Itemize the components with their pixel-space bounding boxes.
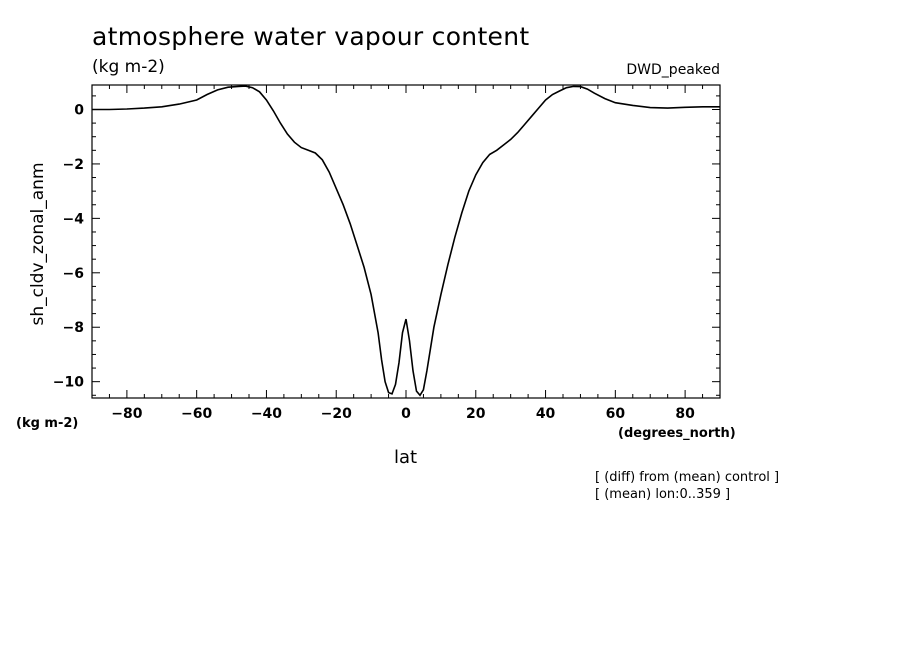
chart-title: atmosphere water vapour content bbox=[92, 22, 530, 51]
mean-note: [ (mean) lon:0..359 ] bbox=[595, 487, 731, 502]
tick-labels: −80 −60 −40 −20 0 20 40 60 80 0 −2 −4 −6 −8 −10 bbox=[53, 102, 695, 422]
y-tick-label: −6 bbox=[63, 266, 84, 282]
x-tick-label: −40 bbox=[251, 406, 282, 422]
x-tick-label: −60 bbox=[181, 406, 212, 422]
x-tick-label: −80 bbox=[111, 406, 142, 422]
x-axis-label: lat bbox=[394, 447, 418, 468]
chart-units: (kg m-2) bbox=[92, 57, 165, 77]
series-line bbox=[92, 85, 720, 397]
x-axis-units: (degrees_north) bbox=[618, 426, 736, 441]
plot-frame bbox=[91, 84, 721, 399]
y-axis-units: (kg m-2) bbox=[16, 416, 79, 431]
x-tick-label: 20 bbox=[466, 406, 486, 422]
x-tick-label: 40 bbox=[536, 406, 556, 422]
y-tick-label: −8 bbox=[63, 320, 84, 336]
y-tick-label: 0 bbox=[74, 102, 84, 118]
y-tick-label: −4 bbox=[63, 211, 85, 227]
diff-note: [ (diff) from (mean) control ] bbox=[595, 470, 780, 485]
x-tick-label: 60 bbox=[606, 406, 626, 422]
axis-ticks bbox=[91, 85, 721, 398]
y-tick-label: −2 bbox=[63, 157, 84, 173]
y-tick-label: −10 bbox=[53, 375, 84, 391]
x-tick-label: 0 bbox=[401, 406, 411, 422]
x-tick-label: 80 bbox=[675, 406, 695, 422]
x-tick-label: −20 bbox=[321, 406, 352, 422]
experiment-name: DWD_peaked bbox=[626, 62, 720, 78]
